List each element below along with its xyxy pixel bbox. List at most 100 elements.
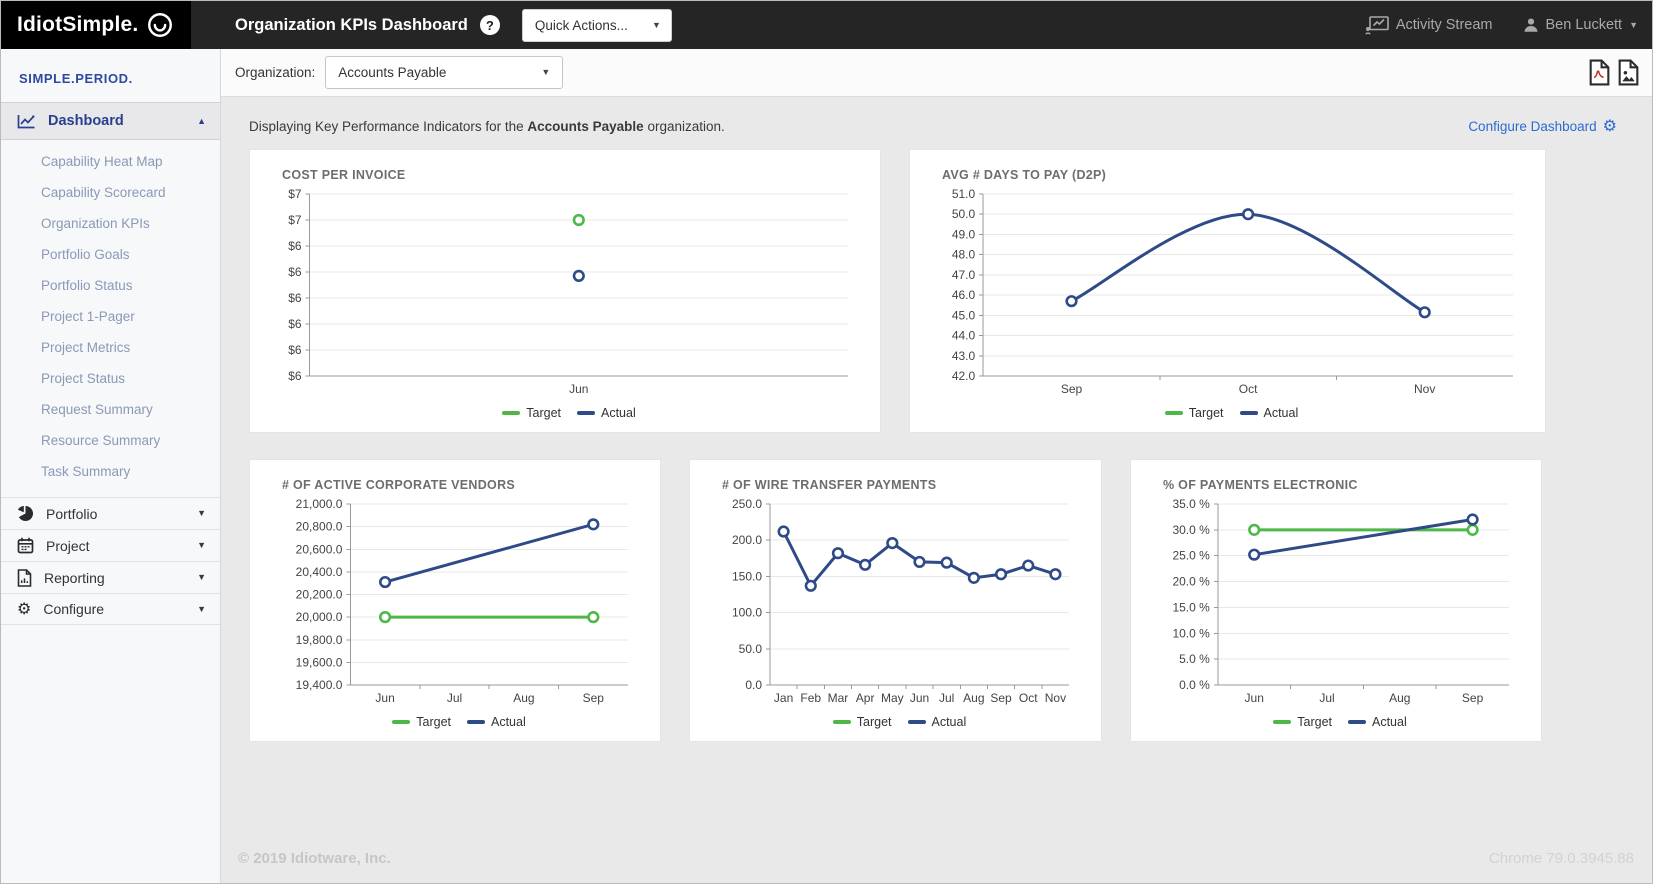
chart-legend: Target Actual <box>282 709 636 735</box>
svg-text:20,600.0: 20,600.0 <box>296 542 343 556</box>
topbar-right: Activity Stream Ben Luckett ▼ <box>1365 15 1652 35</box>
svg-text:Aug: Aug <box>513 691 534 705</box>
sidebar-item-project-status[interactable]: Project Status <box>41 371 126 386</box>
chart-legend: Target Actual <box>1163 709 1517 735</box>
dashboard-subnav: Capability Heat Map Capability Scorecard… <box>1 140 220 497</box>
chart-title: AVG # DAYS TO PAY (D2P) <box>942 168 1107 182</box>
svg-text:Oct: Oct <box>1239 382 1258 396</box>
svg-text:Jun: Jun <box>375 691 394 705</box>
svg-text:43.0: 43.0 <box>952 349 976 363</box>
sidebar-item-portfolio-goals[interactable]: Portfolio Goals <box>41 247 130 262</box>
chart-canvas: 35.0 % 30.0 % 25.0 % 20.0 % 15.0 % 10.0 % 5.0 … <box>1163 496 1517 709</box>
gear-icon: ⚙ <box>1602 116 1617 135</box>
svg-text:250.0: 250.0 <box>732 497 762 511</box>
organization-dropdown[interactable]: Accounts Payable ▼ <box>325 56 564 89</box>
svg-text:5.0 %: 5.0 % <box>1179 652 1210 666</box>
sidebar-item-reporting[interactable]: Reporting ▼ <box>1 561 220 593</box>
sidebar-item-organization-kpis[interactable]: Organization KPIs <box>41 216 150 231</box>
export-pdf-button[interactable] <box>1588 59 1611 86</box>
copyright-text: © 2019 Idiotware, Inc. <box>238 850 391 867</box>
svg-text:Sep: Sep <box>1462 691 1484 705</box>
user-name: Ben Luckett <box>1545 17 1623 33</box>
sidebar-item-project[interactable]: Project ▼ <box>1 529 220 561</box>
svg-text:Aug: Aug <box>963 691 984 705</box>
pie-chart-icon <box>17 505 34 521</box>
user-menu[interactable]: Ben Luckett ▼ <box>1523 17 1638 33</box>
chevron-down-icon: ▼ <box>541 67 551 77</box>
activity-stream-icon <box>1365 15 1389 35</box>
logo-text: IdiotSimple. <box>17 13 139 36</box>
legend-label-target: Target <box>416 715 451 729</box>
legend-label-actual: Actual <box>491 715 526 729</box>
dashboard-info-bar: Displaying Key Performance Indicators fo… <box>221 97 1652 149</box>
sidebar-item-project-1-pager[interactable]: Project 1-Pager <box>41 309 135 324</box>
sidebar-brand: SIMPLE.PERIOD. <box>19 71 133 86</box>
svg-text:44.0: 44.0 <box>952 329 976 343</box>
target-swatch <box>1273 720 1292 724</box>
sidebar-item-capability-scorecard[interactable]: Capability Scorecard <box>41 185 166 200</box>
sidebar-item-request-summary[interactable]: Request Summary <box>41 402 153 417</box>
info-text: Displaying Key Performance Indicators fo… <box>249 118 725 134</box>
svg-text:$7: $7 <box>288 187 302 201</box>
app-logo[interactable]: IdiotSimple. <box>1 1 191 49</box>
sidebar-item-label: Reporting <box>44 569 105 586</box>
export-image-button[interactable] <box>1617 59 1640 86</box>
svg-text:Mar: Mar <box>828 691 849 705</box>
svg-text:25.0 %: 25.0 % <box>1172 549 1210 563</box>
sidebar-item-label: Portfolio <box>46 505 98 522</box>
legend-label-target: Target <box>1188 406 1224 420</box>
svg-text:21,000.0: 21,000.0 <box>296 497 343 511</box>
sidebar-item-label: Project <box>46 537 90 554</box>
sidebar-item-portfolio-status[interactable]: Portfolio Status <box>41 278 133 293</box>
svg-text:Jul: Jul <box>939 691 954 705</box>
sidebar-item-portfolio[interactable]: Portfolio ▼ <box>1 497 220 529</box>
sidebar-item-project-metrics[interactable]: Project Metrics <box>41 340 131 355</box>
chart-panel-payments-electronic: % OF PAYMENTS ELECTRONIC 35.0 % 30.0 % 25.… <box>1130 459 1542 742</box>
quick-actions-dropdown[interactable]: Quick Actions... ▼ <box>521 8 672 42</box>
activity-stream-button[interactable]: Activity Stream <box>1365 15 1493 35</box>
info-org-name: Accounts Payable <box>527 118 644 134</box>
chart-legend: Target Actual <box>282 400 856 426</box>
svg-text:Apr: Apr <box>856 691 875 705</box>
svg-text:Jun: Jun <box>910 691 929 705</box>
target-swatch <box>502 411 521 415</box>
sidebar-item-resource-summary[interactable]: Resource Summary <box>41 433 161 448</box>
legend-label-target: Target <box>1297 715 1332 729</box>
chart-canvas: 21,000.0 20,800.0 20,600.0 20,400.0 20,200.0… <box>282 496 636 709</box>
chart-title: COST PER INVOICE <box>282 168 406 182</box>
svg-text:$6: $6 <box>288 343 302 357</box>
activity-stream-label: Activity Stream <box>1395 17 1493 33</box>
svg-text:20,200.0: 20,200.0 <box>296 588 343 602</box>
sidebar-item-configure[interactable]: ⚙ Configure ▼ <box>1 593 220 625</box>
top-bar: IdiotSimple. Organization KPIs Dashboard… <box>1 1 1652 49</box>
chart-title: # OF WIRE TRANSFER PAYMENTS <box>722 478 937 492</box>
svg-text:20,000.0: 20,000.0 <box>296 610 343 624</box>
svg-text:0.0: 0.0 <box>745 678 762 692</box>
svg-text:50.0: 50.0 <box>952 207 976 221</box>
sidebar-item-task-summary[interactable]: Task Summary <box>41 464 131 479</box>
sidebar-item-label: Dashboard <box>48 113 124 129</box>
svg-text:Jan: Jan <box>774 691 793 705</box>
sidebar-item-capability-heat-map[interactable]: Capability Heat Map <box>41 154 163 169</box>
calendar-icon <box>17 537 34 554</box>
pdf-file-icon <box>1589 59 1610 86</box>
configure-dashboard-link[interactable]: Configure Dashboard ⚙ <box>1468 118 1617 134</box>
legend-label-actual: Actual <box>1263 406 1299 420</box>
sidebar: SIMPLE.PERIOD. Dashboard ▲ Capability He… <box>1 49 221 883</box>
svg-text:0.0 %: 0.0 % <box>1179 678 1210 692</box>
chart-panel-active-corporate-vendors: # OF ACTIVE CORPORATE VENDORS 21,000.0 20… <box>249 459 661 742</box>
svg-text:$6: $6 <box>288 291 302 305</box>
svg-text:Aug: Aug <box>1389 691 1410 705</box>
charts-grid: COST PER INVOICE $7 $7 $6 $6 $6 $6 $6 $6 Jun Tar… <box>249 149 1546 742</box>
svg-text:42.0: 42.0 <box>952 369 976 383</box>
user-icon <box>1524 18 1537 32</box>
legend-label-target: Target <box>856 715 892 729</box>
help-icon[interactable]: ? <box>479 15 500 35</box>
actual-swatch <box>1239 411 1258 415</box>
chart-canvas: $7 $7 $6 $6 $6 $6 $6 $6 Jun <box>282 186 856 400</box>
svg-text:$7: $7 <box>288 213 302 227</box>
svg-text:45.0: 45.0 <box>952 308 976 322</box>
sidebar-item-dashboard[interactable]: Dashboard ▲ <box>1 102 220 140</box>
chevron-down-icon: ▼ <box>651 19 661 30</box>
